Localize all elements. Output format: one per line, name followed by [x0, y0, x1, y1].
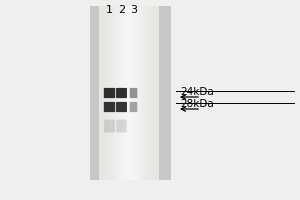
FancyBboxPatch shape: [116, 88, 127, 98]
Bar: [117, 6, 141, 180]
Bar: [106, 6, 152, 180]
FancyBboxPatch shape: [116, 120, 127, 132]
FancyBboxPatch shape: [130, 88, 137, 98]
Bar: [112, 6, 146, 180]
Bar: [108, 6, 150, 180]
Bar: [102, 6, 156, 180]
FancyBboxPatch shape: [104, 120, 115, 132]
Text: 3: 3: [130, 5, 137, 15]
Bar: [100, 6, 158, 180]
FancyBboxPatch shape: [104, 88, 115, 98]
Bar: [123, 6, 135, 180]
Bar: [124, 6, 134, 180]
FancyBboxPatch shape: [116, 102, 127, 112]
FancyBboxPatch shape: [104, 102, 115, 112]
Bar: [116, 6, 142, 180]
Bar: [99, 6, 159, 180]
Text: 24kDa: 24kDa: [180, 87, 214, 97]
Bar: [90, 6, 171, 180]
Text: 28kDa: 28kDa: [180, 99, 214, 109]
Bar: [103, 6, 154, 180]
FancyBboxPatch shape: [130, 102, 137, 112]
Bar: [99, 6, 159, 180]
Bar: [128, 6, 130, 180]
Bar: [118, 6, 140, 180]
Bar: [110, 6, 148, 180]
Text: 1: 1: [106, 5, 113, 15]
Bar: [126, 6, 132, 180]
Text: 2: 2: [118, 5, 125, 15]
Bar: [114, 6, 144, 180]
Bar: [122, 6, 136, 180]
Bar: [120, 6, 138, 180]
Bar: [105, 6, 153, 180]
Bar: [111, 6, 147, 180]
